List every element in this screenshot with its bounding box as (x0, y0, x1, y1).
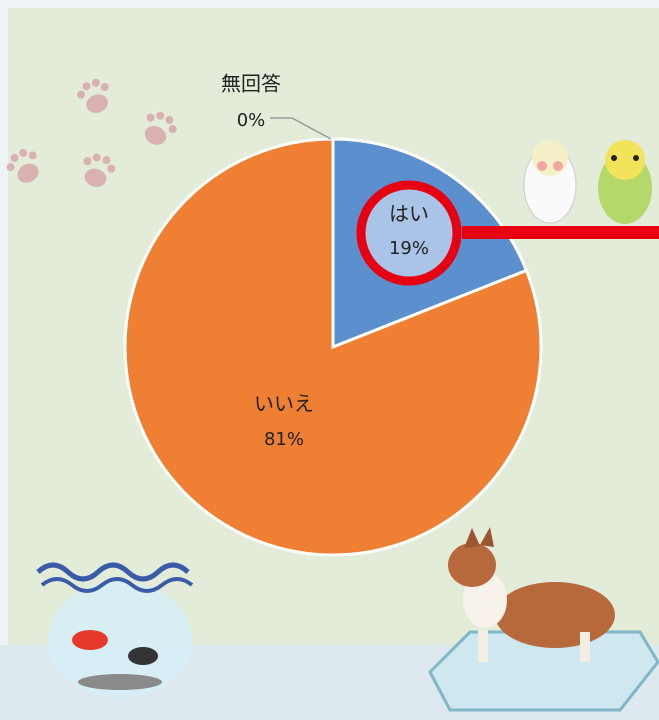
slice-value-label: 0% (237, 110, 266, 131)
slice-value-label: 81% (264, 429, 304, 450)
highlight-bar (462, 226, 659, 239)
slice-value-label: 19% (389, 238, 429, 259)
slice-label: 無回答 (221, 72, 281, 96)
fishbowl (36, 562, 194, 698)
leader-line (270, 117, 332, 140)
slice-label: いいえ (254, 392, 314, 416)
pie (123, 137, 543, 557)
highlight-ring (356, 180, 462, 286)
paw-prints (6, 78, 177, 187)
slice-label: はい (389, 202, 429, 226)
birds (523, 140, 652, 224)
dog (428, 527, 659, 712)
